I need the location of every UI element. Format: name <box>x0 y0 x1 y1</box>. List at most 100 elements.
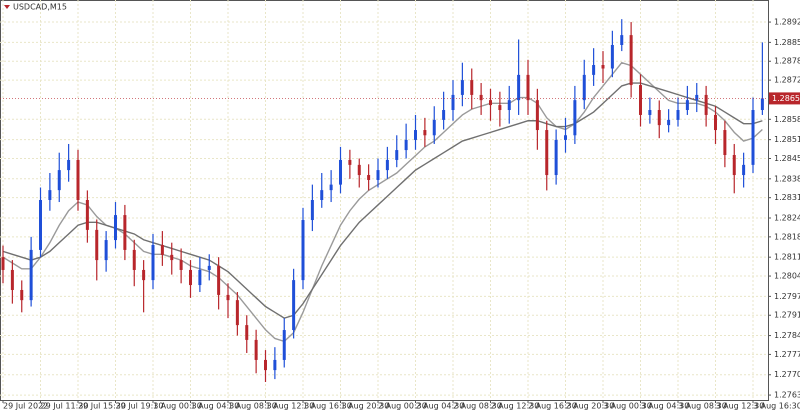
x-tick-label: 29 Jul 19:30 <box>116 402 164 411</box>
bar-body <box>132 249 136 270</box>
x-tick-label: 29 Jul 11:30 <box>41 402 89 411</box>
bar-body <box>29 249 33 301</box>
y-tick-label: 1.28180 <box>774 232 800 241</box>
y-tick-label: 1.28045 <box>774 272 800 281</box>
bar-body <box>582 74 586 101</box>
y-tick-label: 1.27775 <box>774 350 800 359</box>
y-tick-label: 1.27635 <box>774 391 800 400</box>
bar-body <box>48 190 52 200</box>
bar-body <box>95 229 99 261</box>
bar-body <box>235 300 239 326</box>
x-tick-label: 3 Aug 08:30 <box>678 402 727 411</box>
y-tick-label: 1.28110 <box>774 253 800 262</box>
bar-body <box>179 260 183 270</box>
x-tick-label: 3 Aug 12:30 <box>716 402 765 411</box>
x-tick-label: 1 Aug 04:30 <box>191 402 240 411</box>
bar-body <box>282 330 286 360</box>
bar-body <box>517 74 521 101</box>
bar-body <box>301 220 305 281</box>
current-price-box <box>769 92 800 105</box>
bar-body <box>76 159 80 200</box>
x-tick-label: 1 Aug 00:30 <box>153 402 202 411</box>
x-tick-label: 2 Aug 04:30 <box>416 402 465 411</box>
bar-body <box>385 159 389 171</box>
bar-body <box>760 98 764 111</box>
bar-body <box>123 215 127 250</box>
bar-body <box>714 114 717 131</box>
moving-average <box>2 82 763 319</box>
bar-body <box>404 139 408 151</box>
x-tick-label: 3 Aug 04:30 <box>641 402 690 411</box>
bar-body <box>592 65 596 75</box>
bar-body <box>498 105 502 111</box>
y-tick-label: 1.27705 <box>774 370 800 379</box>
bar-body <box>639 85 642 115</box>
bar-body <box>554 139 558 176</box>
bar-body <box>10 269 14 290</box>
bar-body <box>489 100 492 106</box>
x-tick-label: 1 Aug 12:30 <box>266 402 315 411</box>
bar-body <box>564 135 567 140</box>
y-tick-label: 1.28585 <box>774 115 800 124</box>
bar-body <box>217 265 221 295</box>
bar-body <box>348 159 352 165</box>
bar-body <box>170 254 174 261</box>
x-tick-label: 29 Jul 15:30 <box>78 402 126 411</box>
bar-body <box>742 164 746 176</box>
bar-body <box>601 65 605 69</box>
bar-body <box>320 190 324 200</box>
bar-body <box>114 215 117 241</box>
bar-body <box>695 94 699 101</box>
bar-body <box>470 80 474 95</box>
current-price-label: 1.28657 <box>772 94 800 103</box>
bar-body <box>479 94 483 101</box>
x-tick-label: 1 Aug 16:30 <box>303 402 352 411</box>
y-tick-label: 1.28515 <box>774 135 800 144</box>
bar-body <box>432 119 436 136</box>
y-tick-label: 1.27910 <box>774 311 800 320</box>
bar-body <box>610 44 614 69</box>
y-tick-label: 1.27975 <box>774 292 800 301</box>
bar-body <box>39 200 42 250</box>
y-tick-label: 1.28850 <box>774 38 800 47</box>
bar-body <box>245 325 249 340</box>
bar-body <box>67 159 71 171</box>
bar-body <box>676 110 680 120</box>
y-tick-label: 1.28720 <box>774 76 800 85</box>
bar-body <box>367 175 371 180</box>
bar-body <box>732 155 736 176</box>
bar-body <box>423 130 427 136</box>
bar-body <box>657 110 661 126</box>
bar-body <box>198 269 202 286</box>
bar-body <box>376 170 380 180</box>
x-tick-label: 1 Aug 20:30 <box>341 402 390 411</box>
bar-body <box>20 289 24 301</box>
bar-body <box>451 94 455 111</box>
x-tick-label: 2 Aug 12:30 <box>491 402 540 411</box>
bar-body <box>273 359 277 371</box>
x-tick-label: 2 Aug 16:30 <box>528 402 577 411</box>
bar-body <box>85 200 89 230</box>
bar-body <box>414 130 417 140</box>
bar-body <box>545 130 549 176</box>
bar-body <box>395 150 399 160</box>
bar-body <box>310 200 314 221</box>
bar-body <box>1 257 5 270</box>
x-tick-label: 3 Aug 00:30 <box>603 402 652 411</box>
x-tick-label: 2 Aug 00:30 <box>378 402 427 411</box>
bar-body <box>723 130 727 156</box>
y-tick-label: 1.28315 <box>774 193 800 202</box>
bar-body <box>620 35 624 45</box>
moving-average <box>2 61 763 343</box>
bar-body <box>160 244 164 255</box>
bar-body <box>207 265 211 270</box>
bar-body <box>535 100 539 131</box>
menu-triangle[interactable] <box>4 5 10 9</box>
bar-body <box>526 74 530 101</box>
bar-body <box>339 159 342 185</box>
bar-body <box>104 240 108 261</box>
bar-body <box>226 294 230 301</box>
bar-body <box>254 339 258 360</box>
bar-body <box>648 110 652 115</box>
